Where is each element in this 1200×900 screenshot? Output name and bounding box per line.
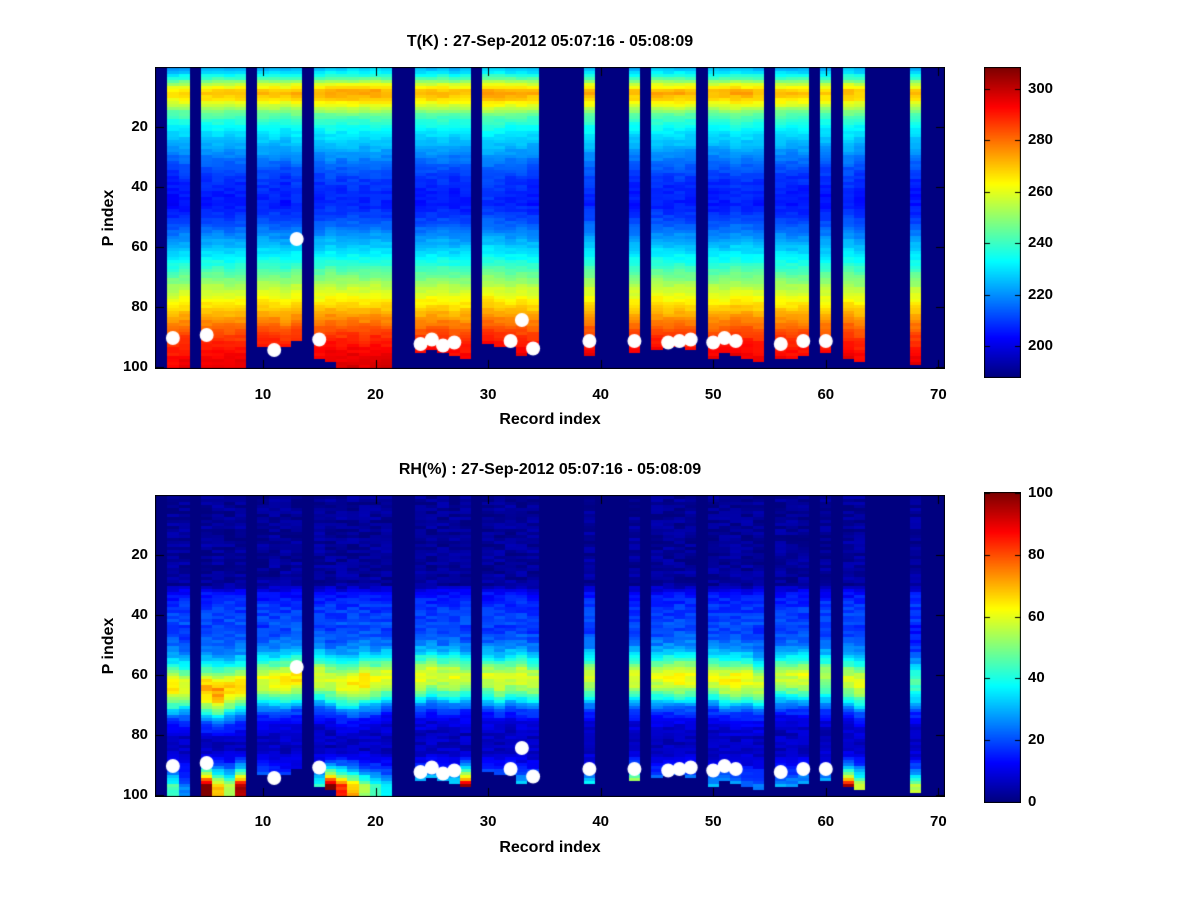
colorbar-tick-label: 100 [1028, 484, 1054, 501]
x-tick-label: 10 [254, 813, 272, 830]
colorbar-tick-label: 40 [1028, 669, 1045, 687]
humidity-colorbar [984, 492, 1021, 803]
x-tick-label: 10 [254, 386, 272, 403]
colorbar-tick-label: 220 [1028, 285, 1054, 303]
x-tick-label: 40 [592, 386, 609, 403]
y-tick-label: 100 [122, 785, 148, 803]
x-tick-label: 70 [930, 813, 947, 830]
colorbar-tick-label: 260 [1028, 182, 1054, 200]
x-tick-label: 50 [704, 813, 722, 830]
colorbar-tick-label: 80 [1028, 545, 1045, 563]
colorbar-tick-label: 280 [1028, 131, 1054, 149]
y-tick-label: 40 [131, 177, 148, 195]
y-tick-label: 80 [131, 725, 148, 743]
humidity-heatmap [155, 495, 945, 797]
y-tick-label: 20 [131, 545, 148, 563]
x-tick-label: 30 [479, 386, 497, 403]
colorbar-tick-label: 60 [1028, 607, 1045, 625]
y-tick-label: 80 [131, 297, 148, 315]
colorbar-tick-label: 0 [1028, 793, 1037, 810]
x-tick-label: 30 [479, 813, 497, 830]
x-tick-label: 60 [817, 386, 835, 403]
x-tick-label: 20 [367, 813, 384, 830]
y-tick-label: 60 [131, 237, 148, 255]
bottom-chart-title: RH(%) : 27-Sep-2012 05:07:16 - 05:08:09 [398, 461, 702, 478]
colorbar-tick-label: 200 [1028, 337, 1054, 355]
x-tick-label: 70 [930, 386, 947, 403]
colorbar-tick-label: 20 [1028, 731, 1045, 749]
x-tick-label: 50 [704, 386, 722, 403]
temperature-colorbar [984, 67, 1021, 378]
bottom-x-axis-label: Record index [499, 839, 601, 856]
y-tick-label: 60 [131, 665, 148, 683]
top-x-axis-label: Record index [499, 411, 601, 428]
x-tick-label: 40 [592, 813, 609, 830]
colorbar-tick-label: 300 [1028, 79, 1054, 97]
top-chart-title: T(K) : 27-Sep-2012 05:07:16 - 05:08:09 [406, 33, 694, 50]
y-tick-label: 40 [131, 605, 148, 623]
colorbar-tick-label: 240 [1028, 234, 1054, 252]
y-tick-label: 20 [131, 117, 148, 135]
y-tick-label: 100 [122, 357, 148, 375]
x-tick-label: 60 [817, 813, 835, 830]
temperature-heatmap [155, 67, 945, 369]
x-tick-label: 20 [367, 386, 384, 403]
